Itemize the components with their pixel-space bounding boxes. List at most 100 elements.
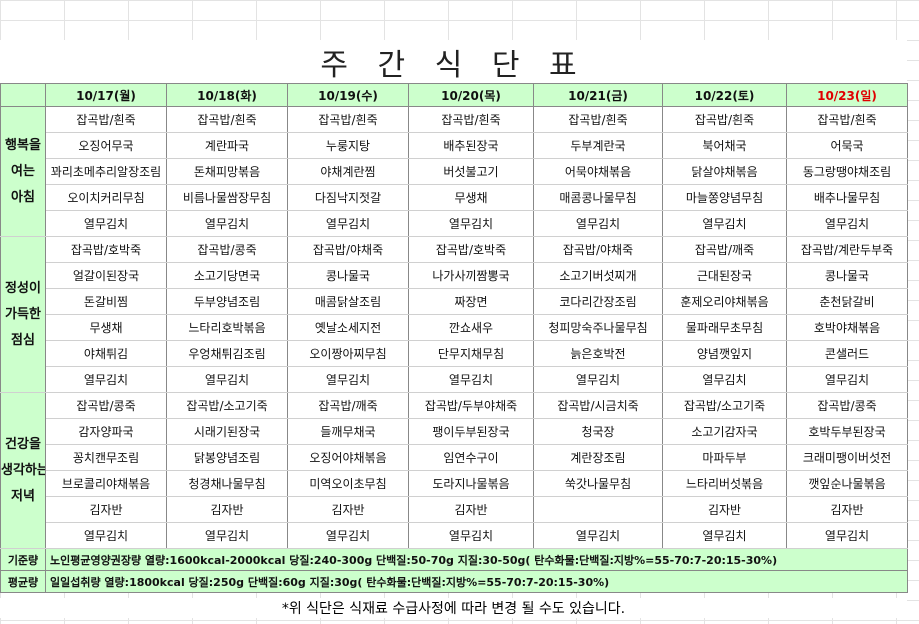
menu-cell: 오징어무국 bbox=[45, 132, 167, 159]
menu-row: 김자반 김자반 김자반 김자반 김자반 김자반 bbox=[1, 496, 908, 523]
menu-row: 야채튀김 우엉채튀김조림 오이짱아찌무침 단무지채무침 늙은호박전 양념깻잎지 콘샐러드 bbox=[1, 340, 908, 367]
menu-cell: 양념깻잎지 bbox=[662, 340, 787, 367]
menu-cell: 꽁치캔무조림 bbox=[45, 444, 167, 471]
menu-row: 정성이 가득한 점심 잡곡밥/호박죽 잡곡밥/콩죽 잡곡밥/야채죽 잡곡밥/호박죽 잡곡밥/야… bbox=[0, 236, 908, 393]
menu-cell: 소고기감자국 bbox=[662, 418, 787, 445]
menu-cell: 열무김치 bbox=[408, 522, 534, 549]
menu-cell: 잡곡밥/야채죽 bbox=[287, 236, 409, 263]
menu-cell: 나가사끼짬뽕국 bbox=[408, 262, 534, 289]
menu-cell: 야채튀김 bbox=[45, 340, 167, 367]
meal-label-line: 아침 bbox=[11, 189, 35, 205]
menu-cell: 김자반 bbox=[408, 496, 534, 523]
menu-cell: 잡곡밥/깨죽 bbox=[662, 236, 787, 263]
menu-cell: 버섯불고기 bbox=[408, 158, 534, 185]
menu-cell: 청피망숙주나물무침 bbox=[533, 314, 663, 341]
menu-cell: 열무김치 bbox=[287, 522, 409, 549]
menu-cell: 깐쇼새우 bbox=[408, 314, 534, 341]
menu-cell: 소고기버섯찌개 bbox=[533, 262, 663, 289]
footer-text: 노인평균영양권장량 열량:1600kcal-2000kcal 당질:240-30… bbox=[45, 548, 908, 571]
menu-cell: 잡곡밥/두부야채죽 bbox=[408, 392, 534, 419]
day-header: 10/19(수) bbox=[287, 83, 409, 107]
day-header: 10/20(목) bbox=[408, 83, 534, 107]
menu-cell: 청경채나물무침 bbox=[166, 470, 288, 497]
menu-cell: 잡곡밥/깨죽 bbox=[287, 392, 409, 419]
menu-row: 돈갈비찜 두부양념조림 매콤닭살조림 짜장면 코다리간장조림 훈제오리야채볶음 춘천닭갈비 bbox=[1, 288, 908, 315]
menu-cell: 콩나물국 bbox=[786, 262, 908, 289]
menu-cell: 오이짱아찌무침 bbox=[287, 340, 409, 367]
menu-cell: 청국장 bbox=[533, 418, 663, 445]
menu-cell: 우엉채튀김조림 bbox=[166, 340, 288, 367]
menu-cell: 열무김치 bbox=[786, 522, 908, 549]
meal-label-line: 행복을 bbox=[5, 137, 41, 153]
meal-label-line: 여는 bbox=[11, 163, 35, 179]
menu-row: 꽈리초메추리알장조림 돈채피망볶음 야채계란찜 버섯불고기 어묵야채볶음 닭살야채볶음 동그… bbox=[1, 158, 908, 185]
menu-row: 열무김치 열무김치 열무김치 열무김치 열무김치 열무김치 열무김치 bbox=[1, 522, 908, 549]
menu-cell: 닭봉양념조림 bbox=[166, 444, 288, 471]
day-header: 10/23(일) bbox=[786, 83, 908, 107]
menu-cell: 늙은호박전 bbox=[533, 340, 663, 367]
menu-cell: 열무김치 bbox=[662, 522, 787, 549]
menu-cell: 잡곡밥/호박죽 bbox=[408, 236, 534, 263]
menu-cell: 열무김치 bbox=[408, 210, 534, 237]
menu-row: 건강을 생각하는 저녁 잡곡밥/콩죽 잡곡밥/소고기죽 잡곡밥/깨죽 잡곡밥/두부야채죽 잡곡… bbox=[0, 392, 908, 549]
menu-cell: 소고기당면국 bbox=[166, 262, 288, 289]
day-header: 10/17(월) bbox=[45, 83, 167, 107]
day-header: 10/18(화) bbox=[166, 83, 288, 107]
menu-cell: 미역오이초무침 bbox=[287, 470, 409, 497]
menu-cell: 닭살야채볶음 bbox=[662, 158, 787, 185]
menu-cell: 비름나물쌈장무침 bbox=[166, 184, 288, 211]
menu-cell: 열무김치 bbox=[287, 210, 409, 237]
menu-cell: 잡곡밥/시금치죽 bbox=[533, 392, 663, 419]
menu-cell: 누룽지탕 bbox=[287, 132, 409, 159]
menu-cell: 잡곡밥/콩죽 bbox=[166, 236, 288, 263]
menu-cell bbox=[533, 496, 663, 523]
menu-cell: 열무김치 bbox=[786, 366, 908, 393]
menu-cell: 열무김치 bbox=[533, 522, 663, 549]
menu-cell: 열무김치 bbox=[45, 210, 167, 237]
menu-cell: 잡곡밥/콩죽 bbox=[786, 392, 908, 419]
menu-cell: 열무김치 bbox=[533, 366, 663, 393]
menu-row: 무생채 느타리호박볶음 옛날소세지전 깐쇼새우 청피망숙주나물무침 물파래무초무침 호박야채… bbox=[1, 314, 908, 341]
menu-cell: 마파두부 bbox=[662, 444, 787, 471]
menu-cell: 들깨무채국 bbox=[287, 418, 409, 445]
day-header: 10/22(토) bbox=[662, 83, 787, 107]
menu-row: 브로콜리야채볶음 청경채나물무침 미역오이초무침 도라지나물볶음 쑥갓나물무침 느타리버섯… bbox=[1, 470, 908, 497]
menu-cell: 잡곡밥/흰죽 bbox=[786, 106, 908, 133]
menu-row: 오이치커리무침 비름나물쌈장무침 다짐낙지젓갈 무생채 매콤콩나물무침 마늘쫑양념무침 배추… bbox=[1, 184, 908, 211]
menu-cell: 매콤콩나물무침 bbox=[533, 184, 663, 211]
footer-label: 평균량 bbox=[0, 570, 46, 593]
menu-cell: 김자반 bbox=[786, 496, 908, 523]
menu-cell: 열무김치 bbox=[662, 366, 787, 393]
menu-cell: 잡곡밥/소고기죽 bbox=[166, 392, 288, 419]
menu-cell: 매콤닭살조림 bbox=[287, 288, 409, 315]
menu-row: 열무김치 열무김치 열무김치 열무김치 열무김치 열무김치 열무김치 bbox=[1, 366, 908, 393]
footer-label: 기준량 bbox=[0, 548, 46, 571]
note: *위 식단은 식재료 수급사정에 따라 변경 될 수도 있습니다. bbox=[0, 598, 907, 618]
title: 주 간 식 단 표 bbox=[0, 40, 907, 84]
menu-cell: 열무김치 bbox=[166, 522, 288, 549]
menu-cell: 잡곡밥/흰죽 bbox=[408, 106, 534, 133]
meal-label-line: 가득한 bbox=[5, 306, 41, 322]
menu-cell: 짜장면 bbox=[408, 288, 534, 315]
menu-cell: 동그랑땡야채조림 bbox=[786, 158, 908, 185]
menu-cell: 잡곡밥/계란두부죽 bbox=[786, 236, 908, 263]
menu-cell: 잡곡밥/흰죽 bbox=[287, 106, 409, 133]
footer-row: 기준량 노인평균영양권장량 열량:1600kcal-2000kcal 당질:240… bbox=[0, 548, 908, 571]
menu-cell: 김자반 bbox=[166, 496, 288, 523]
menu-cell: 열무김치 bbox=[166, 210, 288, 237]
menu-cell: 김자반 bbox=[45, 496, 167, 523]
menu-cell: 단무지채무침 bbox=[408, 340, 534, 367]
menu-cell: 팽이두부된장국 bbox=[408, 418, 534, 445]
menu-cell: 춘천닭갈비 bbox=[786, 288, 908, 315]
menu-cell: 얼갈이된장국 bbox=[45, 262, 167, 289]
menu-cell: 꽈리초메추리알장조림 bbox=[45, 158, 167, 185]
menu-cell: 느타리버섯볶음 bbox=[662, 470, 787, 497]
menu-cell: 열무김치 bbox=[287, 366, 409, 393]
menu-cell: 다짐낙지젓갈 bbox=[287, 184, 409, 211]
menu-cell: 열무김치 bbox=[662, 210, 787, 237]
menu-cell: 열무김치 bbox=[45, 522, 167, 549]
menu-row: 얼갈이된장국 소고기당면국 콩나물국 나가사끼짬뽕국 소고기버섯찌개 근대된장국 콩나물국 bbox=[1, 262, 908, 289]
menu-cell: 열무김치 bbox=[166, 366, 288, 393]
